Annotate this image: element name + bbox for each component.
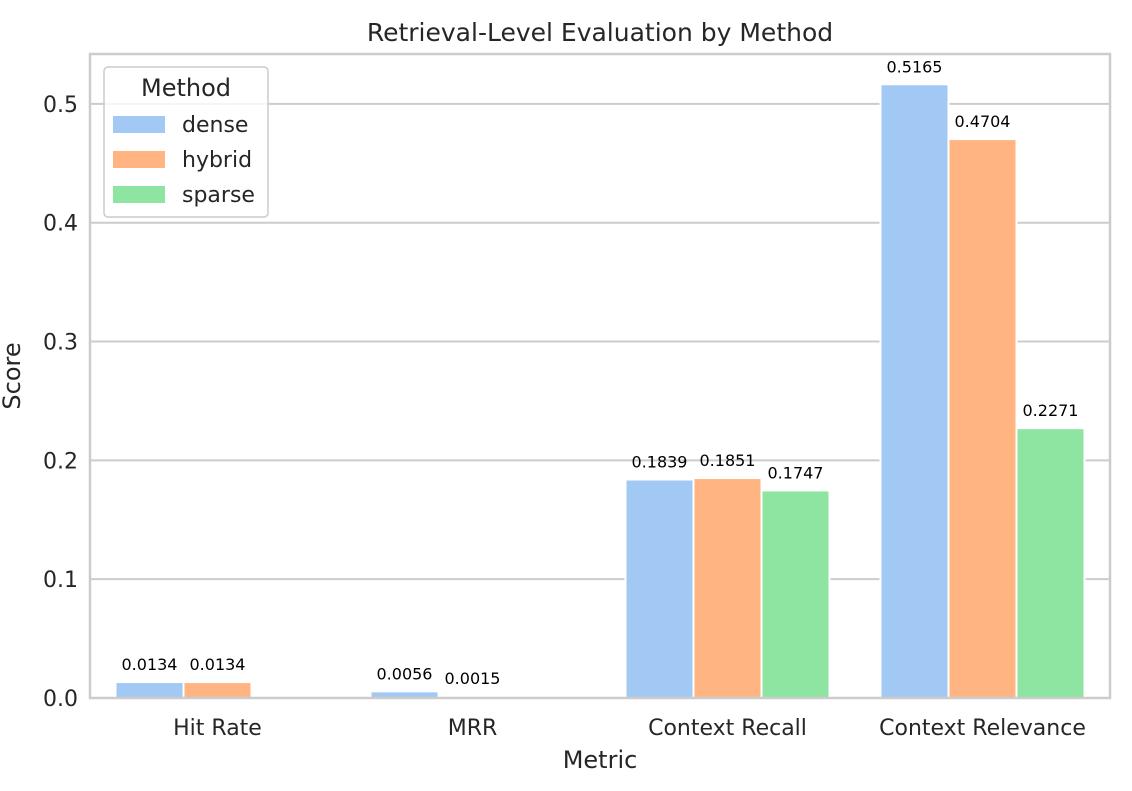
chart-title: Retrieval-Level Evaluation by Method	[367, 18, 833, 47]
bar-hybrid	[182, 681, 253, 700]
bar-hybrid	[947, 138, 1018, 700]
bar-dense	[114, 681, 185, 700]
data-label: 0.0134	[190, 655, 246, 674]
legend-items: dense hybrid sparse	[113, 113, 255, 208]
legend-label-dense: dense	[182, 113, 248, 138]
legend: Method dense hybrid sparse	[103, 66, 269, 218]
x-tick-label: Hit Rate	[173, 716, 262, 741]
data-label: 0.1851	[700, 451, 756, 470]
data-label: 0.4704	[955, 112, 1011, 131]
legend-title: Method	[141, 74, 231, 102]
y-tick-label: 0.1	[43, 568, 78, 593]
x-axis-label: Metric	[563, 746, 638, 774]
legend-label-hybrid: hybrid	[182, 148, 252, 173]
x-tick-label: MRR	[448, 716, 498, 741]
legend-swatch-hybrid	[113, 151, 165, 168]
data-label: 0.0015	[445, 669, 501, 688]
x-tick-label: Context Relevance	[879, 716, 1086, 741]
bar-sparse	[760, 489, 831, 699]
bars	[114, 83, 1086, 700]
y-axis-label: Score	[0, 342, 26, 409]
data-label: 0.0134	[122, 655, 178, 674]
y-tick-labels: 0.0 0.1 0.2 0.3 0.4 0.5	[43, 93, 78, 712]
legend-swatch-dense	[113, 116, 165, 133]
data-label: 0.2271	[1023, 401, 1079, 420]
x-tick-label: Context Recall	[648, 716, 807, 741]
data-labels: 0.0134 0.0134 0.0056 0.0015 0.1839 0.1851 0.17…	[122, 57, 1079, 688]
legend-box	[103, 66, 269, 218]
y-tick-label: 0.3	[43, 331, 78, 356]
legend-swatch-sparse	[113, 186, 165, 203]
y-tick-label: 0.2	[43, 449, 78, 474]
x-tick-labels: Hit Rate MRR Context Recall Context Relevan…	[173, 716, 1086, 741]
bar-sparse	[1015, 427, 1086, 699]
bar-dense	[624, 478, 695, 699]
bar-hybrid	[692, 477, 763, 699]
bar-dense	[879, 83, 950, 699]
legend-label-sparse: sparse	[182, 183, 255, 208]
data-label: 0.0056	[377, 664, 433, 683]
y-tick-label: 0.0	[43, 687, 78, 712]
data-label: 0.5165	[887, 57, 943, 76]
data-label: 0.1747	[768, 463, 824, 482]
plot-frame	[88, 52, 1112, 700]
y-tick-label: 0.5	[43, 93, 78, 118]
data-label: 0.1839	[632, 452, 688, 471]
y-tick-label: 0.4	[43, 212, 78, 237]
